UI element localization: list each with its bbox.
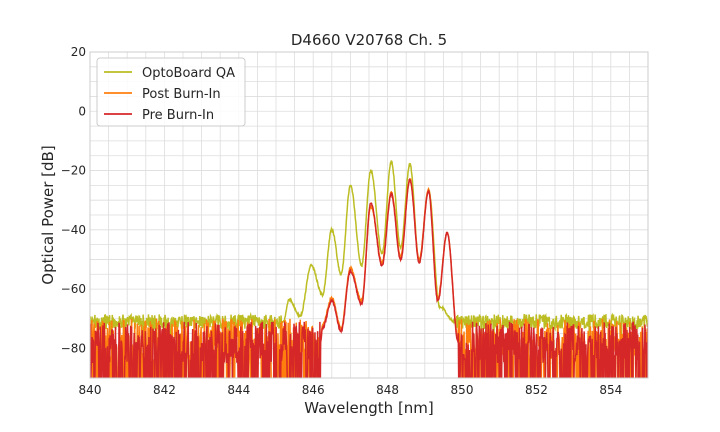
legend-label: Pre Burn-In [142,108,214,123]
x-tick-labels: 840 842 844 846 848 850 852 854 [79,383,623,397]
legend-label: OptoBoard QA [142,66,235,81]
y-tick-label: 20 [71,45,86,59]
x-tick-label: 852 [525,383,548,397]
series-line-pre-burn-in [90,177,648,378]
legend-label: Post Burn-In [142,87,221,102]
x-tick-label: 850 [451,383,474,397]
x-tick-label: 854 [599,383,622,397]
y-tick-label: −60 [61,282,86,296]
y-axis-label: Optical Power [dB] [39,145,57,284]
legend-box [96,57,246,127]
x-tick-label: 848 [376,383,399,397]
legend: OptoBoard QA Post Burn-In Pre Burn-In [96,57,246,127]
x-tick-label: 846 [302,383,325,397]
plot-frame [89,51,649,379]
y-tick-label: −40 [61,223,86,237]
y-tick-label: −20 [61,164,86,178]
chart-title: D4660 V20768 Ch. 5 [291,31,447,49]
y-tick-label: −80 [61,341,86,355]
x-tick-label: 844 [227,383,250,397]
series-layer [90,160,648,378]
x-tick-label: 842 [153,383,176,397]
x-tick-label: 840 [79,383,102,397]
y-tick-labels: 20 0 −20 −40 −60 −80 [61,45,86,355]
x-axis-label: Wavelength [nm] [304,399,434,417]
y-tick-label: 0 [78,104,86,118]
